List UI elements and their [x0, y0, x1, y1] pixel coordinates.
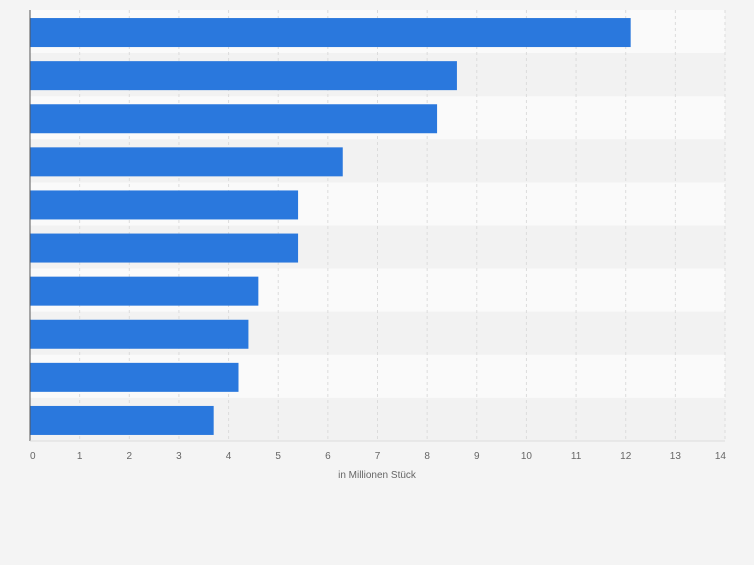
x-tick-label: 7	[375, 451, 381, 462]
bar[interactable]	[30, 362, 239, 392]
x-tick-label: 12	[620, 451, 632, 462]
x-tick-labels: 0 1 2 3 4 5 6 7 8 9 10 11 12 13 14	[30, 451, 726, 462]
bar[interactable]	[30, 18, 631, 48]
bar[interactable]	[30, 61, 457, 91]
bar[interactable]	[30, 276, 259, 306]
x-tick-label: 6	[325, 451, 331, 462]
x-tick-label: 9	[474, 451, 480, 462]
axes	[29, 10, 725, 442]
bar[interactable]	[30, 147, 343, 177]
x-tick-label: 3	[176, 451, 182, 462]
bar[interactable]	[30, 104, 438, 134]
x-axis-label: in Millionen Stück	[338, 470, 417, 481]
bar[interactable]	[30, 405, 214, 435]
x-tick-label: 13	[670, 451, 682, 462]
x-tick-label: 8	[424, 451, 430, 462]
x-tick-label: 5	[275, 451, 281, 462]
x-tick-label: 1	[77, 451, 83, 462]
bar[interactable]	[30, 190, 299, 220]
bar[interactable]	[30, 319, 249, 349]
x-tick-label: 10	[521, 451, 533, 462]
bar[interactable]	[30, 233, 299, 263]
x-tick-label: 4	[226, 451, 232, 462]
bars	[30, 18, 631, 435]
x-tick-label: 14	[715, 451, 727, 462]
x-tick-label: 2	[127, 451, 133, 462]
x-tick-label: 0	[30, 451, 36, 462]
x-tick-label: 11	[571, 451, 582, 462]
